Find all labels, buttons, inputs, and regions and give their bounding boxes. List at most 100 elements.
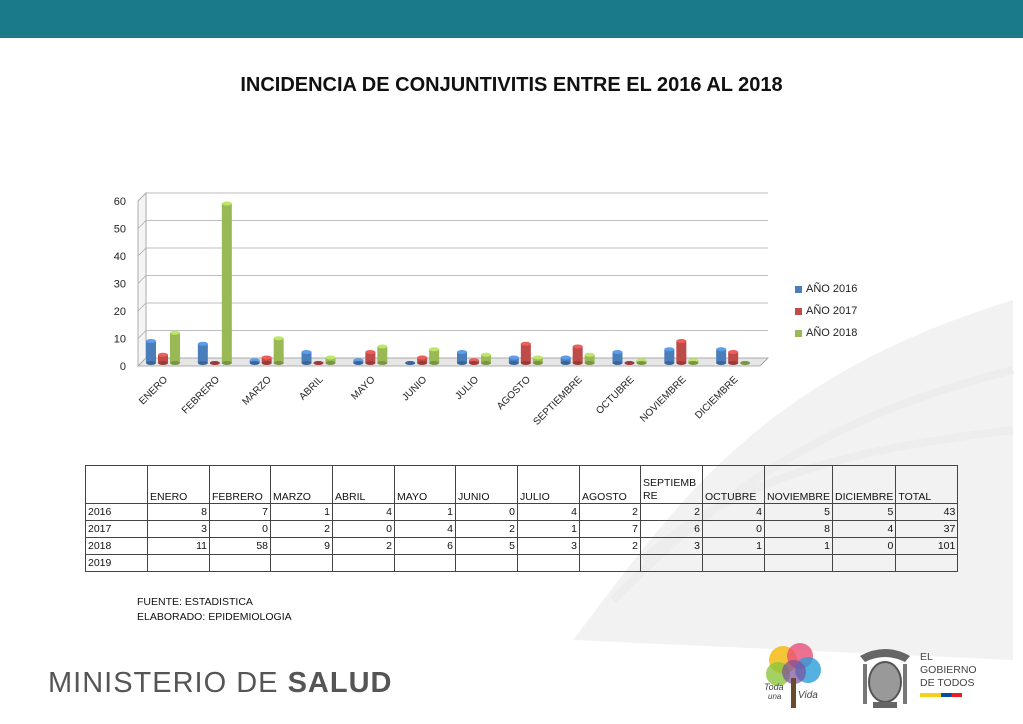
table-cell: 3	[517, 537, 580, 555]
row-year-cell: 2017	[85, 520, 148, 538]
table-cell: 2	[270, 520, 333, 538]
bar-2018-junio	[429, 349, 440, 363]
table-header-cell: NOVIEMBRE	[763, 465, 834, 504]
legend-label-2017: AÑO 2017	[806, 305, 858, 317]
bar-2018-mayo	[377, 346, 388, 363]
bar-2018-abril	[325, 357, 336, 363]
table-cell: 5	[455, 537, 518, 555]
x-tick-label: JUNIO	[400, 374, 429, 403]
table-cell: 4	[394, 520, 456, 538]
table-cell: 1	[702, 537, 765, 555]
bar-base	[417, 361, 428, 365]
bar-2016-octubre	[612, 352, 623, 363]
bar-cap	[221, 201, 232, 206]
table-header-row: ENERO FEBRERO MARZO ABRIL MAYO JUNIO JULIO AGOS…	[85, 465, 959, 504]
gridline	[137, 302, 768, 312]
table-header-cell: DICIEMBRE	[832, 465, 897, 504]
table-cell: 37	[895, 520, 959, 538]
chart-legend: AÑO 2016 AÑO 2017 AÑO 2018	[795, 278, 857, 344]
bar-base	[560, 361, 571, 365]
bar-2016-septiembre	[560, 357, 571, 363]
table-cell: 0	[702, 520, 765, 538]
bar-base	[170, 361, 180, 365]
bar-base	[624, 361, 635, 365]
x-tick-label: MARZO	[240, 374, 273, 407]
table-cell	[702, 554, 765, 572]
bar-base	[429, 361, 440, 365]
x-tick-label: MAYO	[349, 374, 377, 402]
logo-text-vida: Vida	[798, 690, 818, 701]
bar-base	[273, 361, 284, 365]
bar-cap	[508, 355, 519, 360]
bar-cap	[728, 350, 739, 354]
bar-2016-noviembre	[664, 349, 675, 363]
legend-swatch-2018	[795, 329, 802, 337]
x-tick-label: AGOSTO	[495, 374, 533, 412]
page-title: INCIDENCIA DE CONJUNTIVITIS ENTRE EL 201…	[240, 74, 783, 96]
bar-cap	[612, 350, 623, 354]
x-tick-label: NOVIEMBRE	[638, 374, 688, 424]
bar-cap	[170, 330, 180, 335]
bar-cap	[261, 355, 272, 360]
table-cell: 3	[640, 537, 703, 555]
bar-2018-agosto	[532, 357, 543, 363]
table-header-cell: MAYO	[394, 465, 456, 504]
table-cell	[332, 554, 395, 572]
table-cell: 7	[209, 503, 271, 521]
bar-cap	[429, 347, 440, 352]
table-cell: 9	[270, 537, 333, 555]
table-cell: 5	[763, 503, 834, 521]
x-tick-label: OCTUBRE	[594, 374, 637, 417]
gobierno-logo-text: EL GOBIERNO DE TODOS	[920, 651, 977, 697]
gov-line-3: DE TODOS	[920, 677, 975, 689]
table-cell: 0	[832, 537, 897, 555]
ministry-text-bold: SALUD	[287, 667, 393, 699]
gridline	[137, 220, 768, 229]
table-header-cell: SEPTIEMBRE	[640, 465, 703, 504]
table-header-cell: MARZO	[270, 465, 333, 504]
bar-base	[532, 361, 543, 365]
bar-base	[716, 361, 727, 365]
gov-line-2: GOBIERNO	[920, 664, 977, 676]
legend-item-2016: AÑO 2016	[795, 278, 857, 300]
y-tick-label: 20	[114, 306, 126, 318]
bar-cap	[664, 347, 675, 352]
bar-cap	[273, 336, 284, 341]
bar-base	[197, 361, 208, 365]
bar-base	[365, 361, 376, 365]
bar-base	[301, 361, 312, 365]
table-cell: 58	[209, 537, 271, 555]
bar-base	[584, 361, 595, 365]
ministry-text: MINISTERIO DE	[48, 667, 288, 699]
bar-base	[377, 361, 388, 365]
table-cell	[763, 554, 834, 572]
bar-base	[520, 361, 531, 365]
table-cell: 7	[579, 520, 641, 538]
bar-cap	[716, 347, 727, 352]
bar-cap	[377, 344, 388, 349]
toda-una-vida-logo: Toda una Vida	[764, 643, 821, 708]
table-cell: 43	[895, 503, 959, 521]
bar-cap	[532, 355, 543, 360]
table-header-cell: JULIO	[517, 465, 580, 504]
bar-base	[353, 361, 364, 365]
bar-cap	[365, 350, 376, 354]
table-cell: 6	[394, 537, 456, 555]
bar-2016-agosto	[508, 357, 519, 363]
table-cell	[209, 554, 271, 572]
gridline	[137, 247, 768, 257]
bar-base	[728, 361, 739, 365]
y-tick-label: 0	[120, 361, 126, 373]
y-tick-label: 50	[114, 224, 126, 236]
y-tick-label: 30	[114, 279, 126, 291]
table-cell: 6	[640, 520, 703, 538]
bar-2017-mayo	[365, 352, 376, 363]
table-row: 2016 8 7 1 4 1 0 4 2 2 4 5 5 43	[85, 503, 959, 521]
bar-base	[572, 361, 583, 365]
source-note: FUENTE: ESTADISTICA	[137, 596, 253, 608]
data-table: ENERO FEBRERO MARZO ABRIL MAYO JUNIO JULIO AGOS…	[85, 465, 959, 572]
table-cell	[147, 554, 210, 572]
table-cell: 8	[763, 520, 834, 538]
table-cell	[895, 554, 959, 572]
table-cell: 5	[832, 503, 897, 521]
